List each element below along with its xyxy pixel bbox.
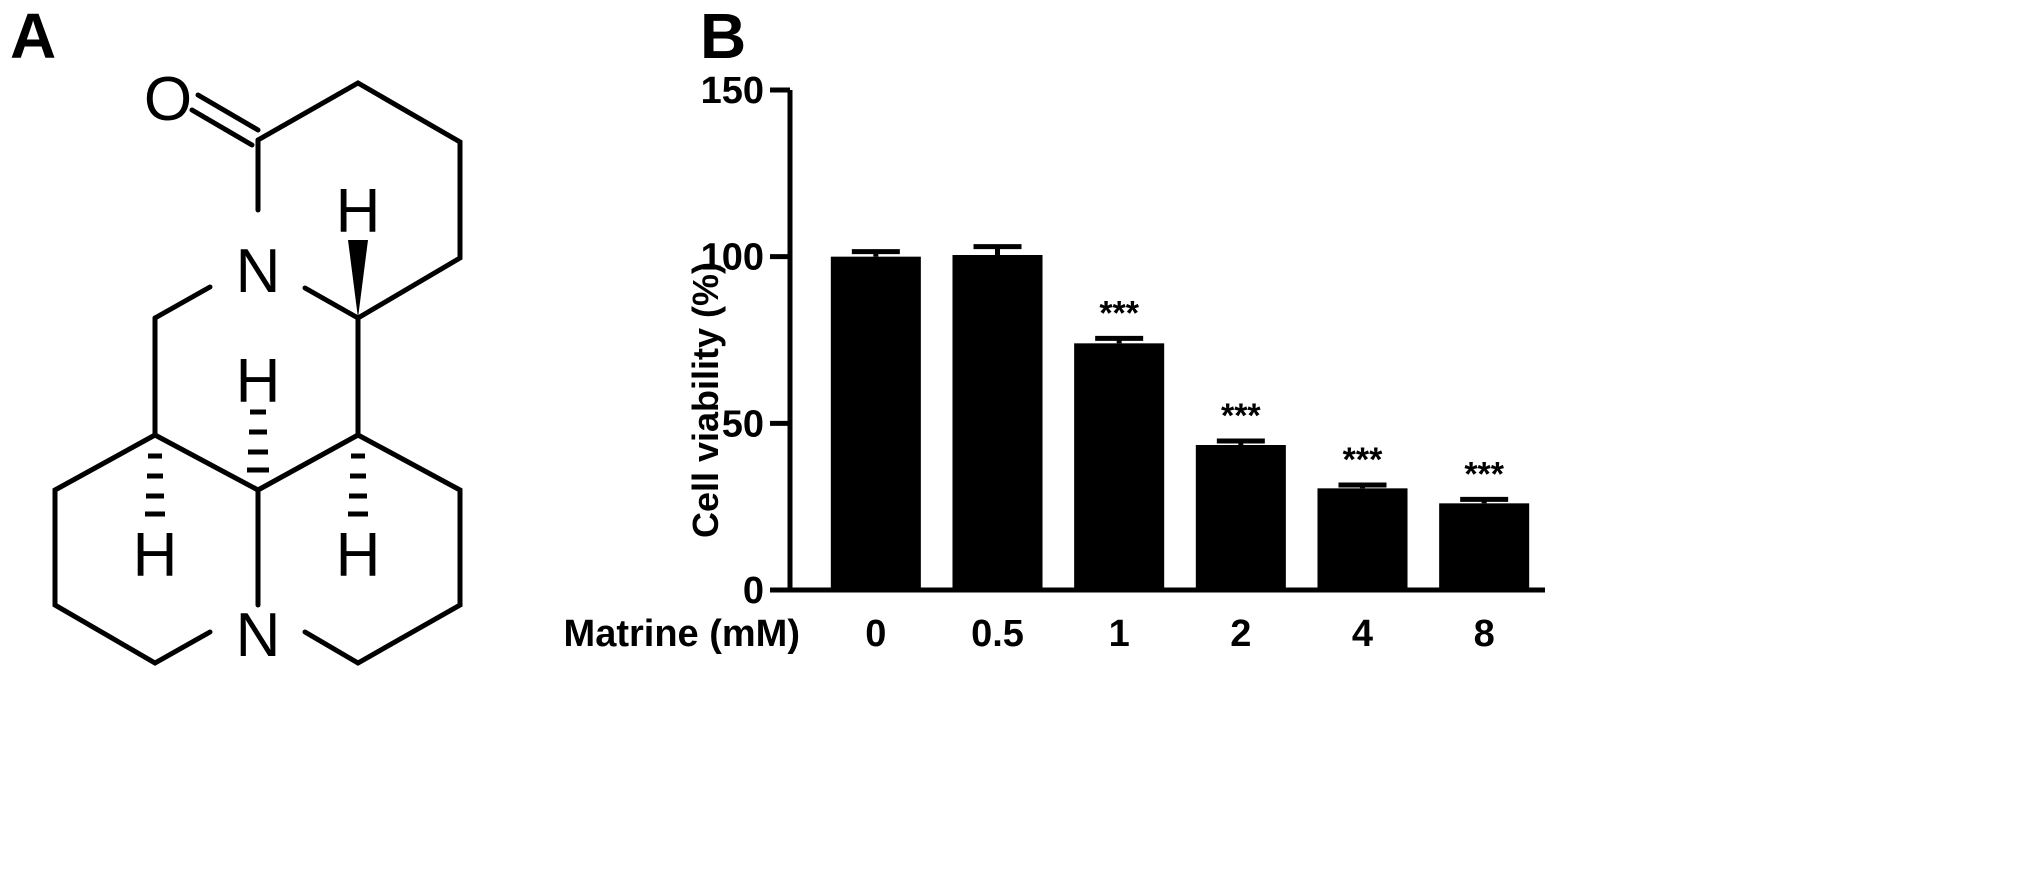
bond-carbonyl-b — [189, 107, 255, 148]
bar — [1317, 488, 1408, 590]
y-tick-label: 0 — [743, 570, 764, 612]
atom-oxygen: O — [144, 65, 192, 134]
matrine-structure — [52, 80, 463, 666]
y-axis-title: Cell viability (%) — [685, 262, 726, 538]
x-tick-label: 1 — [1109, 613, 1130, 655]
y-tick-label: 100 — [701, 237, 764, 279]
bar — [1195, 445, 1286, 590]
bond-ring-bottom-right — [302, 432, 463, 666]
significance-label: *** — [1099, 294, 1139, 332]
wedge-bond — [348, 240, 368, 318]
x-tick-label: 0 — [865, 613, 886, 655]
x-tick-label: 4 — [1352, 613, 1373, 655]
bar — [1439, 503, 1530, 590]
x-axis-title: Matrine (mM) — [564, 613, 800, 655]
bond-center-right — [255, 432, 361, 493]
significance-label: *** — [1464, 455, 1504, 493]
atom-nitrogen-top: N — [236, 237, 281, 306]
y-tick-label: 150 — [701, 70, 764, 112]
bond-ring-bottom-left — [52, 432, 213, 666]
significance-label: *** — [1221, 397, 1261, 435]
atom-hydrogen-wedge: H — [336, 177, 381, 246]
hashed-bonds — [145, 409, 368, 517]
bond-carbonyl-a — [195, 92, 261, 133]
panel-label-a: A — [10, 0, 57, 72]
x-tick-label: 8 — [1474, 613, 1495, 655]
atom-hydrogen-left: H — [133, 521, 178, 590]
panel-label-b: B — [700, 0, 747, 72]
bond-n-ch2 — [152, 284, 213, 321]
y-tick-label: 50 — [722, 403, 764, 445]
bar — [1074, 343, 1165, 590]
plot-area: 0 50 100 150 0 0.5 1 *** 2 *** 4 *** 8 *** — [701, 70, 1545, 655]
bar-chart: Cell viability (%) Matrine (mM) 0 50 100 15… — [564, 70, 1545, 655]
x-tick-label: 2 — [1230, 613, 1251, 655]
atom-hydrogen-right: H — [336, 521, 381, 590]
bond-left-center — [152, 432, 261, 493]
atom-hydrogen-center: H — [236, 347, 281, 416]
bond-ring-top-right — [255, 80, 463, 321]
atom-nitrogen-bottom: N — [236, 601, 281, 670]
bar — [830, 256, 921, 590]
bar — [952, 255, 1043, 590]
bond-n-ch — [302, 285, 361, 321]
x-tick-label: 0.5 — [971, 613, 1024, 655]
significance-label: *** — [1343, 441, 1383, 479]
